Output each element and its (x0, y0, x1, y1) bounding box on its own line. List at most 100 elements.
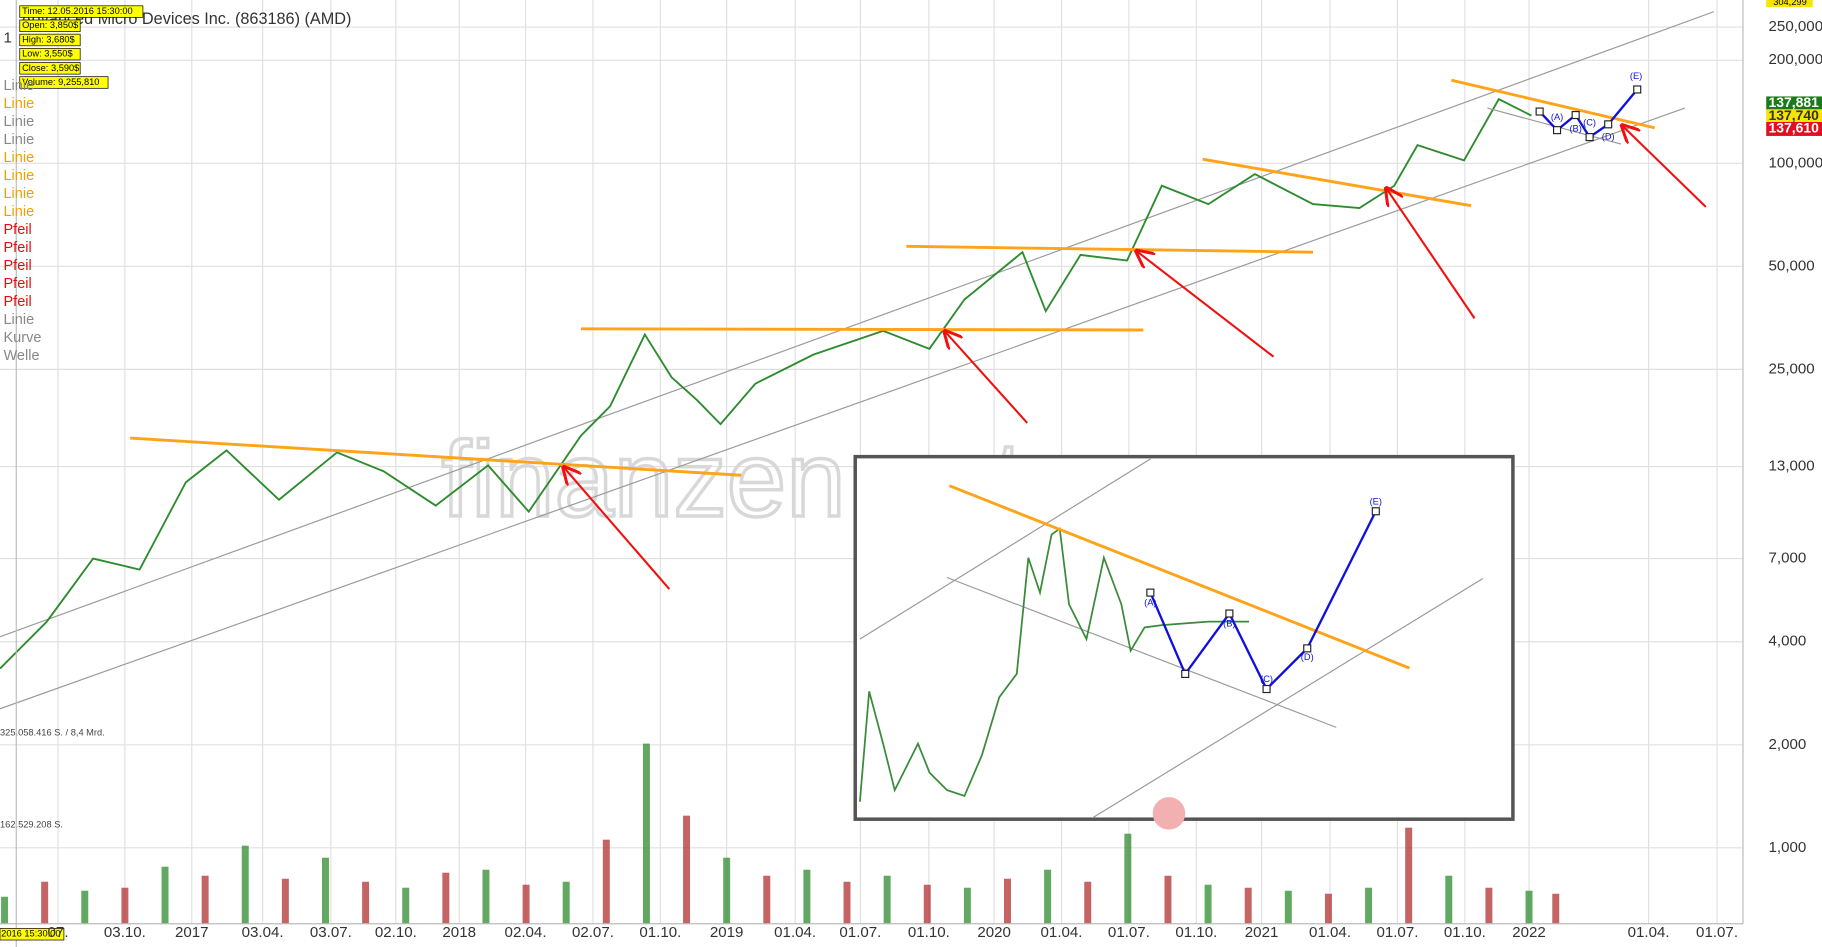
volume-bar (602, 839, 610, 924)
y-tick-label: 1,000 (1769, 839, 1807, 856)
y-tick-label: 50,000 (1769, 257, 1815, 274)
volume-bar (482, 869, 490, 924)
arrows (564, 125, 1707, 590)
volume-pane: 325.058.416 S. / 8,4 Mrd. 162.529.208 S. (0, 728, 1560, 924)
x-tick-label: 2022 (1512, 924, 1546, 941)
wave: (A) (B) (C) (D) (E) (1535, 71, 1642, 142)
inset-dot (1152, 797, 1186, 830)
channel-line (0, 107, 1686, 710)
volume-bar (402, 887, 410, 924)
drawing-item: Pfeil (3, 240, 31, 256)
y-tick-label: 4,000 (1769, 633, 1807, 650)
x-tick-label: 03.04. (242, 924, 284, 941)
price-label: 137,740 (1769, 107, 1820, 123)
inset-channel (1091, 578, 1484, 819)
drawing-item: Linie (3, 78, 34, 94)
wave-label: (E) (1630, 71, 1642, 81)
info-bg (19, 5, 144, 18)
cursor-time-bg (0, 928, 65, 941)
x-tick-label: 03.10. (104, 924, 146, 941)
info-bg (19, 76, 109, 89)
x-tick-label: 01.04. (1041, 924, 1083, 941)
x-tick-label: 2020 (977, 924, 1011, 941)
drawing-item: Linie (3, 150, 34, 166)
volume-bar (1164, 875, 1172, 924)
drawing-item: Pfeil (3, 294, 31, 310)
volume-bar (883, 875, 891, 924)
trend-line (580, 327, 1144, 332)
wave-label: (B) (1223, 618, 1235, 628)
arrow (945, 331, 1028, 424)
price-label: 137,610 (1769, 120, 1820, 136)
info-bg (19, 19, 81, 32)
volume-bar (41, 881, 49, 924)
info-box: Time: 12.05.2016 15:30:00 Open: 3,850$ Hig… (0, 5, 144, 941)
x-tick-label: 2017 (175, 924, 209, 941)
inset-trend-line (948, 484, 1411, 670)
info-line: Low: 3,550$ (22, 49, 73, 59)
price-label: 137,881 (1769, 94, 1820, 110)
wave-point (1225, 609, 1234, 618)
x-tick-label: 01.10. (1175, 924, 1217, 941)
x-tick-label: 03.07. (310, 924, 352, 941)
drawing-item: Pfeil (3, 276, 31, 292)
volume-bar (81, 890, 89, 924)
volume-bar (1084, 881, 1092, 924)
volume-bar (241, 845, 249, 924)
volume-bar (281, 878, 289, 924)
x-tick-label: 01.04. (774, 924, 816, 941)
volume-bar (642, 743, 650, 924)
info-line: Open: 3,850$ (22, 20, 79, 30)
trend-lines (130, 78, 1656, 477)
info-bg (19, 47, 81, 61)
volume-bar (201, 875, 209, 924)
inset-wave (1149, 510, 1377, 692)
wave-label: (D) (1301, 652, 1314, 662)
drawing-item: Linie (3, 312, 34, 328)
volume-bar (723, 857, 731, 924)
trend-line (130, 436, 742, 477)
drawing-item: Pfeil (3, 258, 31, 274)
inset: (A) (B) (C) (D) (E) (853, 454, 1515, 830)
drawing-item: Linie (3, 132, 34, 148)
wave-label: (B) (1569, 123, 1581, 133)
volume-bar (161, 866, 169, 924)
volume-bar (1405, 827, 1413, 924)
y-tick-label: 250,000 (1769, 18, 1822, 35)
x-tick-label: 01.07. (839, 924, 881, 941)
trend-line (906, 244, 1314, 254)
wave-point (1571, 110, 1580, 120)
volume-bar (1525, 890, 1533, 924)
price-line (0, 97, 1532, 670)
volume-bar (683, 815, 691, 924)
price-pane (0, 97, 1532, 670)
drawing-item: Pfeil (3, 222, 31, 238)
price-box (1766, 122, 1822, 136)
volume-bar (1445, 875, 1453, 924)
x-tick-label: 01.07. (1376, 924, 1418, 941)
volume-bar (1044, 869, 1052, 924)
inset-channel (859, 458, 1151, 640)
arrow (564, 467, 671, 590)
x-tick-label: 02.07. (572, 924, 614, 941)
channel (0, 11, 1715, 710)
wave-point (1303, 644, 1312, 653)
info-line: Close: 3,590$ (22, 63, 80, 73)
wave-label: (E) (1370, 496, 1382, 506)
trend-line (1450, 78, 1656, 130)
wave-label: (C) (1583, 118, 1596, 128)
volume-bar (923, 884, 931, 924)
wave-point (1604, 120, 1613, 129)
y-tick-label: 100,000 (1769, 154, 1822, 171)
volume-bar (442, 872, 450, 924)
info-line: Volume: 9,255,810 (22, 77, 99, 87)
x-tick-label: 01.04. (1628, 924, 1670, 941)
y-tick-label: 7,000 (1769, 550, 1807, 567)
x-tick-label: 01.10. (908, 924, 950, 941)
volume-bar (1, 896, 9, 924)
x-tick-label: 2021 (1245, 924, 1279, 941)
volume-bar (362, 881, 370, 924)
volume-bar (803, 869, 811, 924)
drawing-item: Linie (3, 168, 34, 184)
